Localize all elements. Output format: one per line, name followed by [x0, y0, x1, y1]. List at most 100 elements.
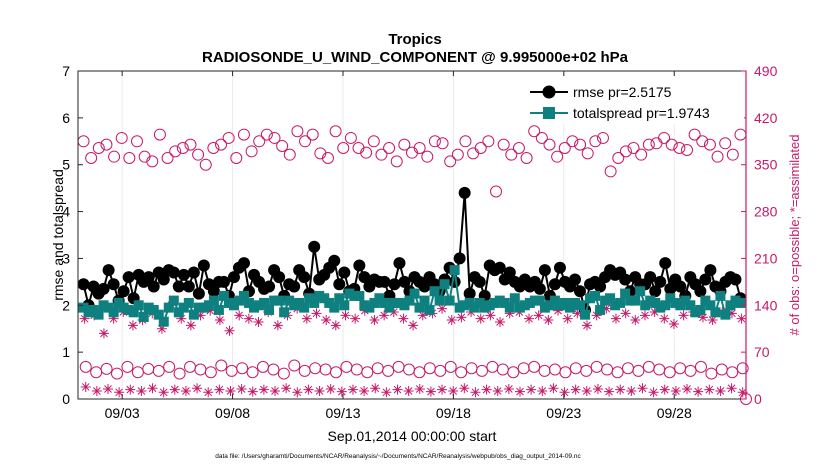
- rmse-point: [273, 271, 286, 284]
- rmse-point: [192, 287, 205, 300]
- possible-obs-marker: [245, 145, 258, 158]
- possible-obs-marker: [257, 360, 270, 373]
- possible-obs-marker: [390, 155, 403, 168]
- rmse-point: [338, 266, 351, 279]
- rmse-point: [333, 278, 346, 291]
- possible-obs-marker: [298, 364, 311, 377]
- possible-obs-marker: [173, 367, 186, 380]
- x-tick-label: 09/23: [546, 405, 581, 421]
- x-tick-label: 09/03: [105, 405, 140, 421]
- possible-obs-marker: [619, 145, 632, 158]
- totalspread-point: [83, 307, 94, 318]
- possible-obs-marker: [688, 128, 701, 141]
- possible-obs-marker: [674, 362, 687, 375]
- rmse-point: [102, 264, 115, 277]
- totalspread-point: [484, 300, 495, 311]
- y-tick-label-right: 420: [754, 110, 778, 126]
- totalspread-point: [650, 297, 661, 308]
- possible-obs-marker: [340, 360, 353, 373]
- possible-obs-marker: [199, 158, 212, 171]
- possible-obs-marker: [715, 363, 728, 376]
- possible-obs-marker: [589, 135, 602, 148]
- assimilated-obs-marker: [79, 313, 90, 324]
- totalspread-point: [730, 295, 741, 306]
- possible-obs-marker: [627, 141, 640, 154]
- assimilated-obs-marker: [682, 383, 693, 394]
- x-tick-label: 09/13: [325, 405, 360, 421]
- totalspread-point: [489, 297, 500, 308]
- possible-obs-marker: [371, 362, 384, 375]
- totalspread-point: [569, 297, 580, 308]
- possible-obs-marker: [123, 152, 136, 165]
- assimilated-obs-marker: [649, 306, 660, 317]
- totalspread-point: [133, 300, 144, 311]
- possible-obs-marker: [569, 362, 582, 375]
- assimilated-obs-marker: [514, 386, 525, 397]
- possible-obs-marker: [611, 366, 624, 379]
- possible-obs-marker: [115, 131, 128, 144]
- possible-obs-marker: [726, 366, 739, 379]
- totalspread-point: [524, 297, 535, 308]
- possible-obs-marker: [146, 155, 159, 168]
- possible-obs-marker: [85, 152, 98, 165]
- assimilated-obs-marker: [456, 312, 467, 323]
- totalspread-point: [359, 300, 370, 311]
- totalspread-point: [249, 302, 260, 313]
- totalspread-point: [344, 288, 355, 299]
- totalspread-point: [299, 302, 310, 313]
- legend-rmse-label: rmse pr=2.5175: [573, 84, 672, 100]
- y-tick-label-left: 2: [62, 297, 70, 313]
- rmse-point: [378, 275, 391, 288]
- possible-obs-marker: [705, 367, 718, 380]
- assimilated-obs-marker: [570, 384, 581, 395]
- rmse-point: [308, 240, 321, 253]
- assimilated-obs-marker: [492, 385, 503, 396]
- rmse-point: [167, 266, 180, 279]
- totalspread-point: [269, 295, 280, 306]
- totalspread-point: [735, 297, 746, 308]
- totalspread-point: [289, 300, 300, 311]
- assimilated-obs-marker: [704, 384, 715, 395]
- assimilated-obs-marker: [630, 315, 641, 326]
- assimilated-obs-marker: [620, 308, 631, 319]
- assimilated-obs-marker: [258, 384, 269, 395]
- totalspread-point: [549, 295, 560, 306]
- possible-obs-marker: [642, 360, 655, 373]
- totalspread-point: [575, 300, 586, 311]
- possible-obs-marker: [681, 143, 694, 156]
- assimilated-obs-marker: [236, 383, 247, 394]
- y-tick-label-left: 5: [62, 157, 70, 173]
- assimilated-obs-marker: [314, 385, 325, 396]
- possible-obs-marker: [176, 141, 189, 154]
- totalspread-point: [244, 297, 255, 308]
- totalspread-point: [670, 297, 681, 308]
- x-tick-label: 09/18: [436, 405, 471, 421]
- totalspread-point: [158, 316, 169, 327]
- assimilated-obs-marker: [176, 313, 187, 324]
- assimilated-obs-marker: [414, 383, 425, 394]
- rmse-point: [388, 278, 401, 291]
- assimilated-obs-marker: [214, 384, 225, 395]
- assimilated-obs-marker: [437, 303, 448, 314]
- possible-obs-marker: [288, 359, 301, 372]
- chart-subtitle: RADIOSONDE_U_WIND_COMPONENT @ 9.995000e+…: [202, 49, 629, 66]
- possible-obs-marker: [131, 366, 144, 379]
- possible-obs-marker: [321, 152, 334, 165]
- grid: [121, 71, 675, 399]
- y-tick-label-right: 210: [754, 250, 778, 266]
- totalspread-point: [274, 295, 285, 306]
- possible-obs-marker: [222, 131, 235, 144]
- assimilated-obs-marker: [281, 383, 292, 394]
- assimilated-obs-marker: [325, 383, 336, 394]
- assimilated-obs-marker: [495, 317, 506, 328]
- totalspread-point: [635, 286, 646, 297]
- rmse-point: [398, 275, 411, 288]
- possible-obs-marker: [352, 141, 365, 154]
- totalspread-point: [499, 297, 510, 308]
- possible-obs-marker: [642, 138, 655, 151]
- totalspread-point: [715, 290, 726, 301]
- possible-obs-marker: [459, 135, 472, 148]
- rmse-point: [107, 278, 120, 291]
- assimilated-obs-marker: [350, 313, 361, 324]
- assimilated-obs-marker: [180, 385, 191, 396]
